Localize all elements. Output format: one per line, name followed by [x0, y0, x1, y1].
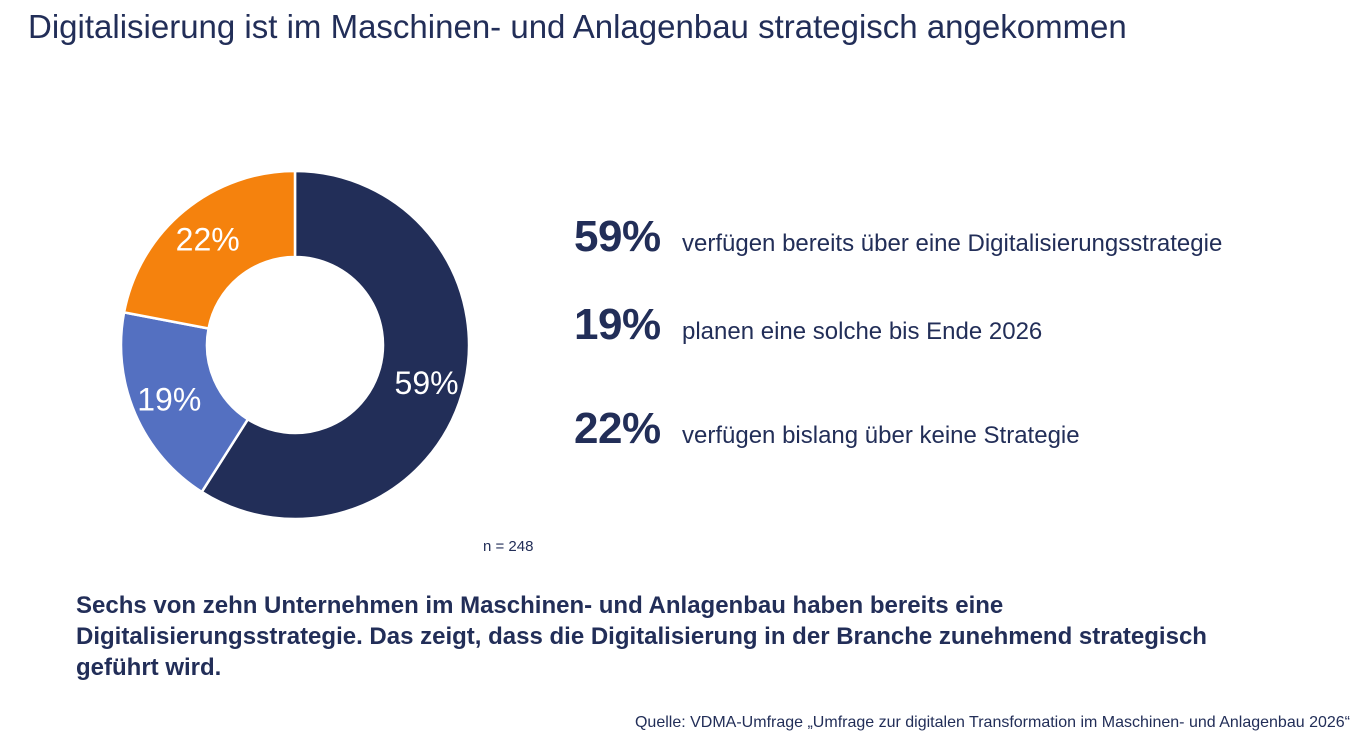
donut-slices: [119, 169, 471, 521]
legend-pct: 22%: [574, 404, 661, 453]
legend-pct: 19%: [574, 300, 661, 349]
slice-strategy: [200, 169, 471, 521]
summary-text: Sechs von zehn Unternehmen im Maschinen-…: [76, 592, 1207, 681]
slice-planned-label: 19%: [137, 381, 201, 417]
legend-text: verfügen bereits über eine Digitalisieru…: [682, 230, 1223, 257]
legend-text: planen eine solche bis Ende 2026: [682, 318, 1043, 345]
donut-labels: 59% 19% 22%: [137, 221, 458, 417]
sample-size: n = 248: [483, 538, 534, 555]
slice-none-label: 22%: [176, 221, 240, 257]
legend-item-none: 22% verfügen bislang über keine Strategi…: [574, 404, 1080, 454]
donut-chart: 59% 19% 22%: [119, 169, 471, 521]
source-note: Quelle: VDMA-Umfrage „Umfrage zur digita…: [634, 714, 1350, 731]
page-title: Digitalisierung ist im Maschinen- und An…: [28, 8, 1127, 45]
legend-text: verfügen bislang über keine Strategie: [682, 422, 1080, 449]
legend-item-strategy: 59% verfügen bereits über eine Digitalis…: [574, 212, 1222, 262]
slice-none: [122, 169, 297, 330]
legend-pct: 59%: [574, 212, 661, 261]
slice-strategy-label: 59%: [395, 365, 459, 401]
legend-item-planned: 19% planen eine solche bis Ende 2026: [574, 300, 1042, 350]
slice-planned: [119, 310, 250, 494]
